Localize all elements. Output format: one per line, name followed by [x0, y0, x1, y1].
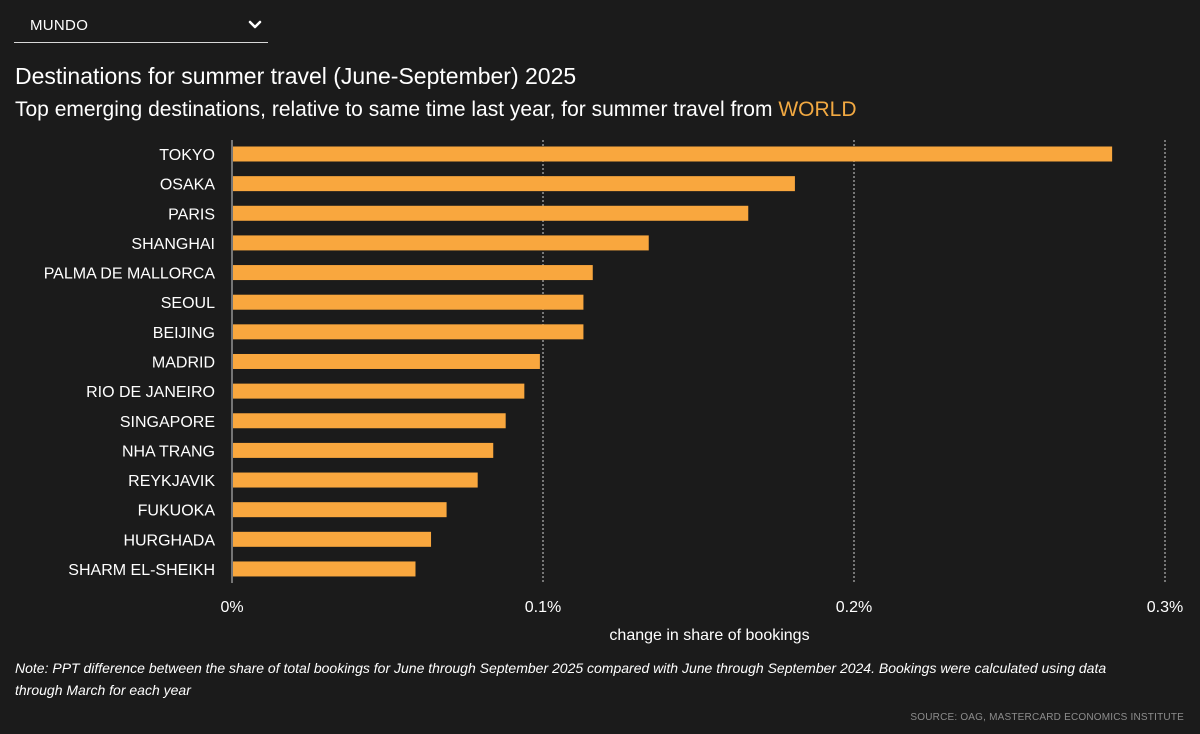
bar — [233, 206, 748, 221]
bar-chart: TOKYO OSAKA PARIS SHANGHAI PALMA DE MALLORCA… — [0, 0, 1200, 650]
category-label: REYKJAVIK — [128, 473, 215, 490]
category-label: RIO DE JANEIRO — [86, 384, 215, 401]
category-label: NHA TRANG — [122, 443, 215, 460]
bar — [233, 502, 447, 517]
bar — [233, 295, 583, 310]
category-label: SHANGHAI — [131, 236, 215, 253]
category-label: FUKUOKA — [138, 503, 216, 520]
bar — [233, 473, 478, 488]
category-label: BEIJING — [153, 325, 215, 342]
chart-note: Note: PPT difference between the share o… — [15, 657, 1135, 701]
bar — [233, 561, 415, 576]
bar — [233, 413, 506, 428]
bar — [233, 384, 524, 399]
tick-label: 0% — [220, 599, 243, 616]
category-label: MADRID — [152, 354, 215, 371]
category-label: SEOUL — [161, 295, 215, 312]
bar — [233, 324, 583, 339]
bar — [233, 147, 1112, 162]
x-axis-title: change in share of bookings — [609, 627, 809, 644]
bar — [233, 532, 431, 547]
bar — [233, 265, 593, 280]
category-label: SHARM EL-SHEIKH — [68, 562, 215, 579]
bar — [233, 176, 795, 191]
category-label: TOKYO — [159, 147, 215, 164]
bar — [233, 235, 649, 250]
tick-label: 0.3% — [1147, 599, 1183, 616]
chart-source: SOURCE: OAG, MASTERCARD ECONOMICS INSTIT… — [910, 712, 1184, 723]
category-label: SINGAPORE — [120, 414, 215, 431]
category-label: PARIS — [168, 206, 215, 223]
category-label: OSAKA — [160, 177, 215, 194]
bar — [233, 443, 493, 458]
category-label: PALMA DE MALLORCA — [44, 266, 216, 283]
tick-label: 0.2% — [836, 599, 872, 616]
category-label: HURGHADA — [123, 532, 215, 549]
bar — [233, 354, 540, 369]
tick-label: 0.1% — [525, 599, 561, 616]
